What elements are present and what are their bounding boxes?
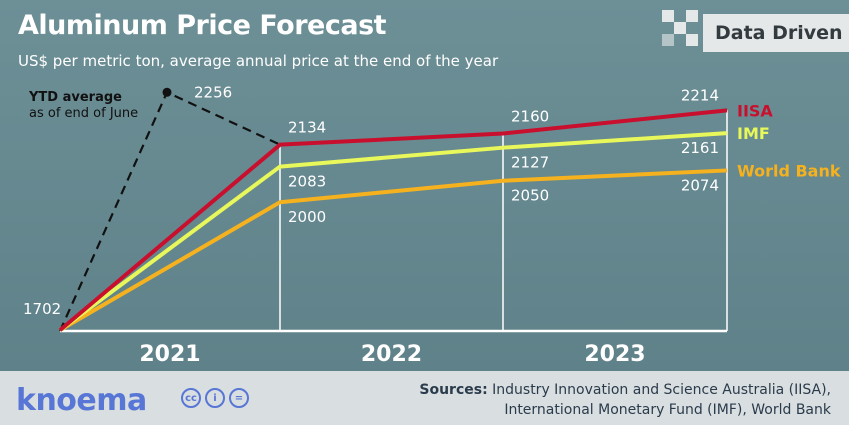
chart-title: Aluminum Price Forecast (18, 10, 387, 41)
data-label-world-bank-1: 2000 (288, 208, 326, 226)
data-driven-checker-icon (662, 10, 702, 50)
knoema-logo[interactable]: knoema (16, 383, 147, 418)
sources-text: Sources: Industry Innovation and Science… (419, 380, 831, 420)
ytd-point (162, 87, 172, 97)
data-label-imf-1: 2083 (288, 173, 326, 191)
start-value-label: 1702 (23, 300, 61, 318)
data-label-world-bank-2: 2050 (511, 187, 549, 205)
creative-commons-icon: cc (181, 388, 201, 408)
sources-line-1: Industry Innovation and Science Australi… (492, 382, 831, 398)
sources-line-2: International Monetary Fund (IMF), World… (504, 402, 831, 418)
data-driven-badge: Data Driven (703, 14, 849, 52)
ytd-label-line-2: as of end of June (29, 106, 138, 121)
no-derivatives-icon: = (229, 388, 249, 408)
x-tick-2022: 2022 (361, 342, 422, 367)
data-label-iisa-3: 2214 (681, 86, 719, 104)
legend-iisa: IISA (737, 101, 773, 120)
legend-imf: IMF (737, 124, 770, 143)
ytd-value-label: 2256 (194, 83, 232, 101)
chart-subtitle: US$ per metric ton, average annual price… (18, 52, 499, 70)
x-tick-2023: 2023 (584, 342, 645, 367)
data-label-imf-3: 2161 (681, 139, 719, 157)
series-line-imf (58, 131, 728, 332)
license-icons: cc i = (181, 388, 249, 408)
x-tick-2021: 2021 (139, 342, 200, 367)
data-label-iisa-2: 2160 (511, 108, 549, 126)
series-line-world-bank (58, 168, 728, 332)
ytd-dashed-line (58, 90, 281, 332)
ytd-label-line-1: YTD average (28, 90, 122, 105)
attribution-icon: i (205, 388, 225, 408)
sources-label: Sources: (419, 382, 488, 398)
data-label-imf-2: 2127 (511, 154, 549, 172)
data-label-world-bank-3: 2074 (681, 176, 719, 194)
series-line-iisa (58, 108, 728, 332)
legend-world-bank: World Bank (737, 161, 841, 180)
footer-bar (0, 371, 849, 425)
data-label-iisa-1: 2134 (288, 119, 326, 137)
